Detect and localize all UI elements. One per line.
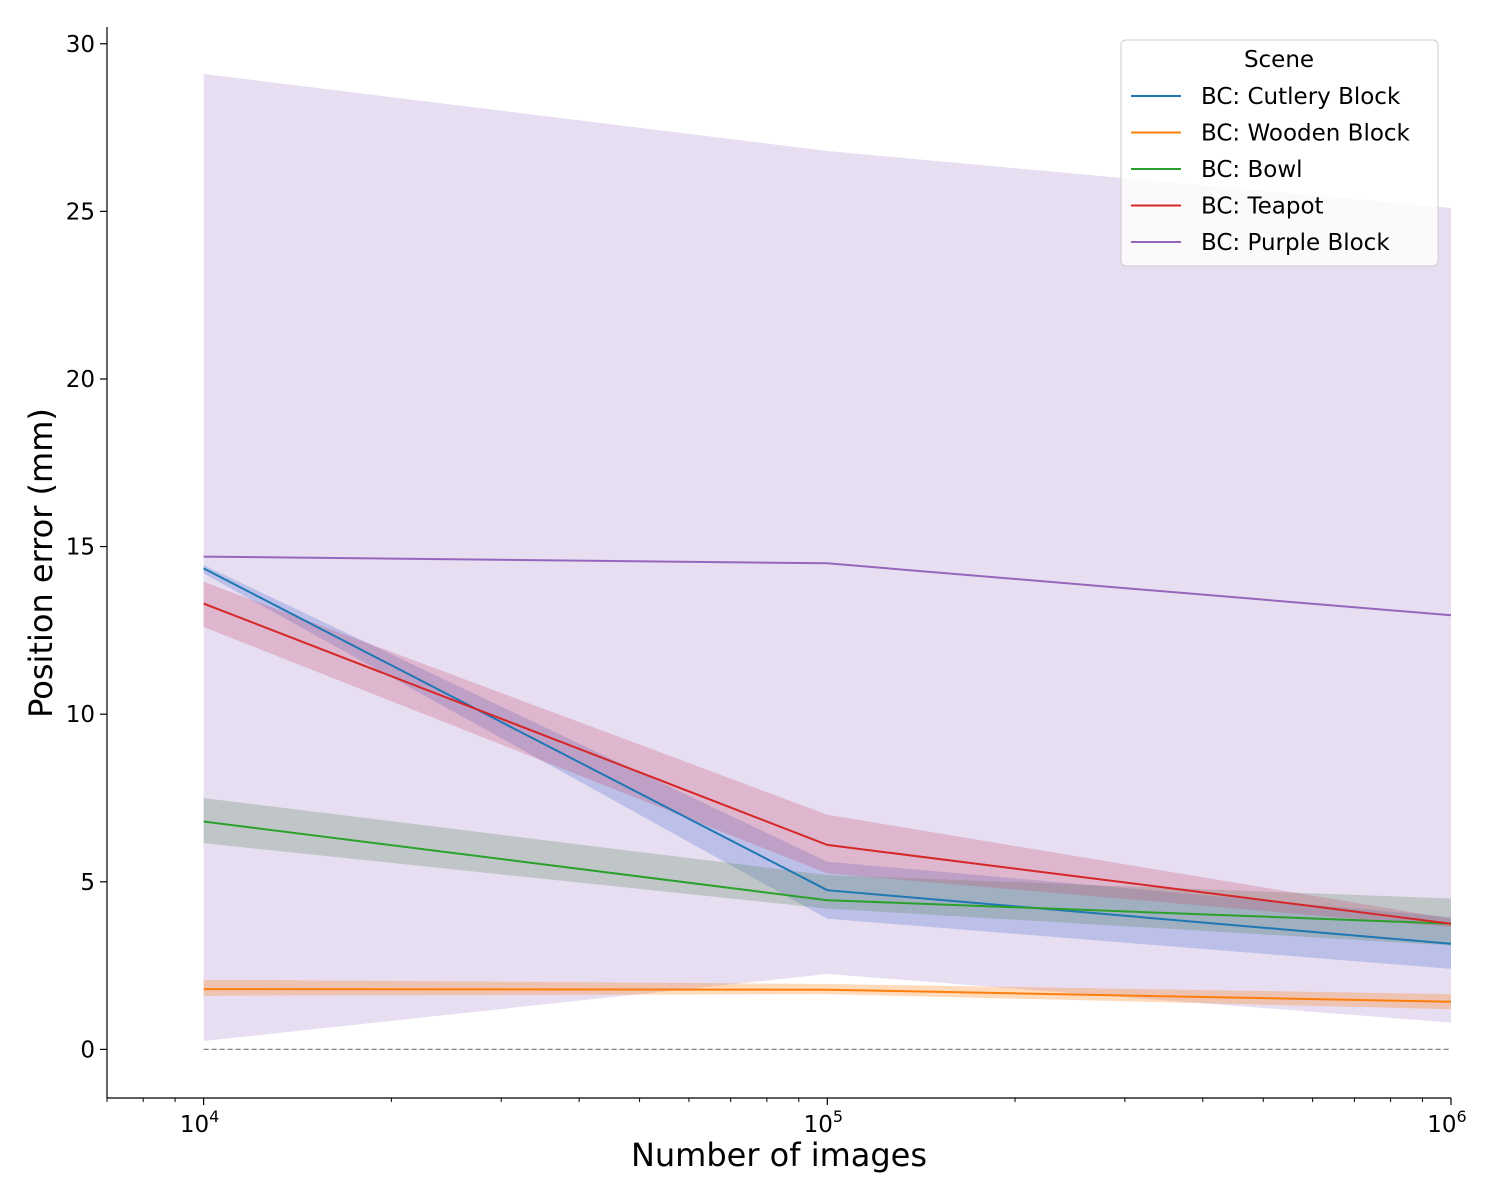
legend: Scene BC: Cutlery Block BC: Wooden Block B…: [1120, 39, 1439, 267]
x-axis-label: Number of images: [631, 1136, 927, 1174]
y-axis-label: Position error (mm): [22, 408, 60, 718]
line-bc-wooden-block: [203, 988, 1452, 1003]
legend-frame: [1120, 39, 1439, 267]
band-bc-bowl: [203, 798, 1452, 946]
band-bc-teapot: [203, 581, 1452, 927]
y-tick-label: 20: [66, 367, 95, 393]
legend-label: BC: Bowl: [1201, 157, 1303, 183]
band-bc-purple-block: [203, 73, 1452, 1041]
line-bc-cutlery-block: [203, 567, 1452, 945]
axes: [106, 27, 1451, 1099]
y-tick-label: 15: [66, 535, 95, 561]
legend-label: BC: Purple Block: [1201, 230, 1390, 256]
y-tick-label: 10: [66, 702, 95, 728]
tick-marks: 0 5 10 15 20 25 30 104 105 106: [66, 32, 1467, 1138]
x-tick-label: 106: [1427, 1107, 1466, 1138]
legend-label: BC: Cutlery Block: [1201, 84, 1401, 110]
band-bc-cutlery-block: [203, 565, 1452, 969]
line-bc-teapot: [203, 602, 1452, 925]
line-bc-purple-block: [203, 555, 1452, 617]
legend-label: BC: Wooden Block: [1201, 121, 1411, 147]
y-tick-label: 25: [66, 199, 95, 225]
band-bc-wooden-block: [203, 979, 1452, 1010]
y-tick-label: 0: [80, 1037, 95, 1063]
series-lines: [203, 555, 1452, 1003]
confidence-bands: [203, 73, 1452, 1041]
y-tick-label: 30: [66, 32, 95, 58]
legend-title: Scene: [1244, 47, 1314, 73]
x-tick-label: 104: [180, 1107, 219, 1138]
legend-label: BC: Teapot: [1201, 194, 1324, 220]
x-tick-label: 105: [804, 1107, 843, 1138]
y-tick-label: 5: [80, 870, 95, 896]
line-bc-bowl: [203, 820, 1452, 925]
